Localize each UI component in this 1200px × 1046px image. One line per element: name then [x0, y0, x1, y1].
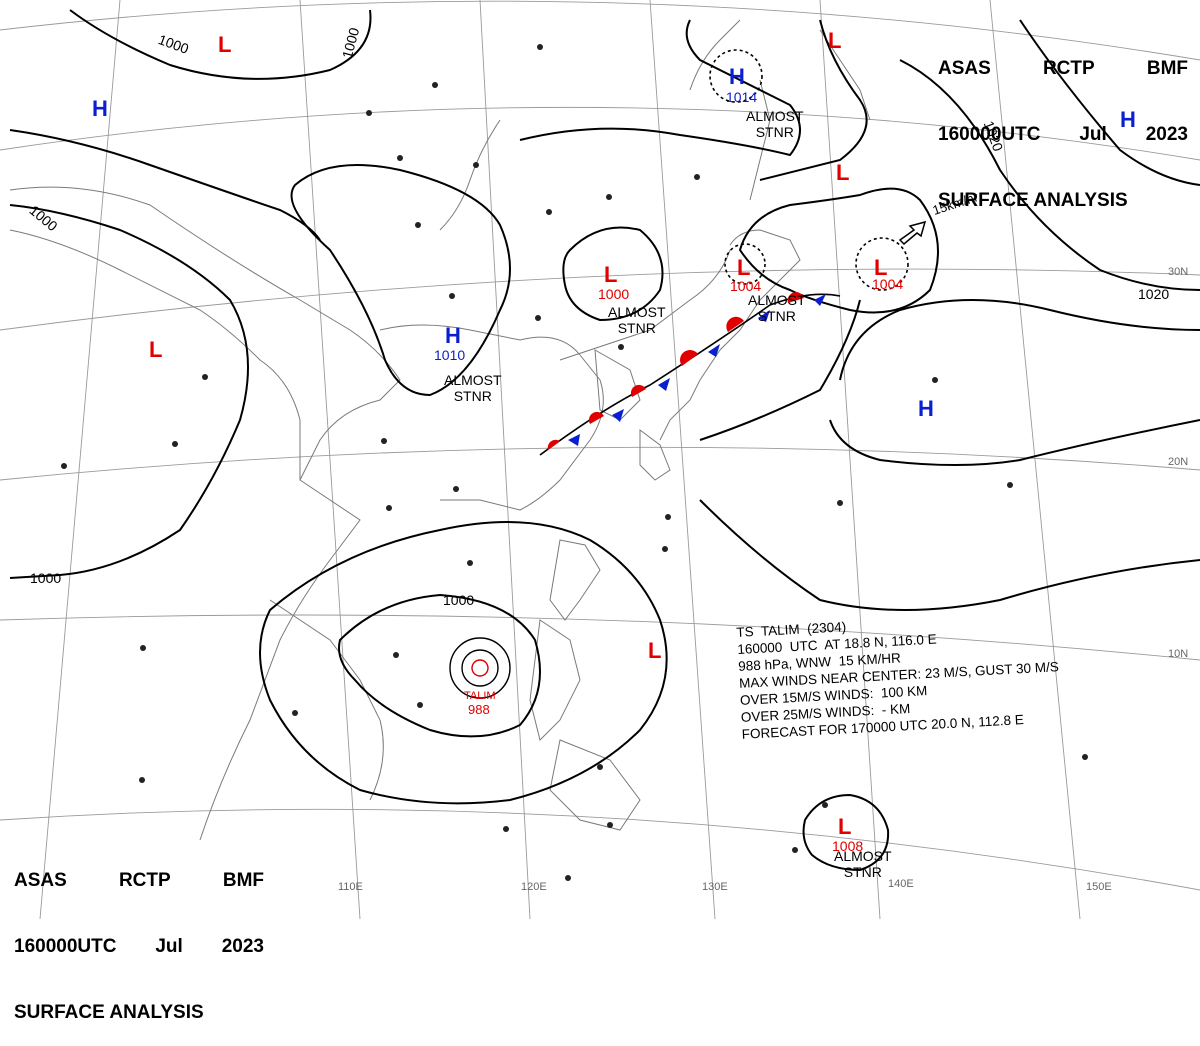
- high-pressure-marker: H: [1120, 107, 1136, 132]
- pressure-value: 1008: [832, 838, 864, 854]
- stationary-front: [539, 292, 841, 456]
- high-pressure-marker: H: [92, 96, 108, 121]
- low-pressure-marker: L: [648, 638, 662, 663]
- pressure-value: 1000: [598, 286, 630, 302]
- header-bottom-left: ASAS RCTP BMF 160000UTC Jul 2023 SURFACE ANA…: [14, 826, 264, 1046]
- high-pressure-marker: H: [729, 64, 745, 89]
- header-title: SURFACE ANALYSIS: [938, 190, 1128, 211]
- almost-stnr-label: ALMOST STNR: [834, 848, 892, 880]
- header-month: Jul: [155, 936, 183, 957]
- graticule: [0, 0, 1200, 919]
- header-time: 160000UTC: [14, 936, 117, 957]
- low-pressure-marker: L: [836, 160, 850, 185]
- typhoon-name: TALIM: [464, 690, 496, 702]
- isobar-label: 1000: [30, 570, 62, 586]
- almost-stnr-label: ALMOST STNR: [748, 292, 806, 324]
- header-year: 2023: [221, 936, 264, 957]
- header-station: ASAS: [14, 870, 67, 891]
- high-pressure-marker: H: [918, 396, 934, 421]
- low-pressure-marker: L: [874, 255, 888, 280]
- pressure-value: 1004: [872, 276, 904, 292]
- low-pressure-marker: L: [218, 32, 232, 57]
- header-source: BMF: [222, 870, 264, 891]
- header-center: RCTP: [1042, 58, 1095, 79]
- header-month: Jul: [1079, 124, 1107, 145]
- almost-stnr-label: ALMOST STNR: [444, 372, 502, 404]
- latitude-label: 30N: [1168, 266, 1189, 278]
- pressure-value: 1004: [730, 278, 762, 294]
- longitude-label: 150E: [1086, 881, 1112, 893]
- centre-circles: [709, 49, 909, 291]
- typhoon-symbol: [449, 637, 511, 699]
- pressure-value: 1010: [434, 347, 466, 363]
- movement-arrow-icon: [898, 220, 927, 246]
- isobar-label: 1020: [1138, 286, 1170, 302]
- header-title: SURFACE ANALYSIS: [14, 1002, 204, 1023]
- low-pressure-marker: L: [149, 337, 163, 362]
- latitude-label: 20N: [1168, 456, 1189, 468]
- high-pressure-marker: H: [445, 323, 461, 348]
- longitude-label: 110E: [338, 881, 363, 893]
- low-pressure-marker: L: [737, 255, 751, 280]
- header-time: 160000UTC: [938, 124, 1041, 145]
- station-plots: [61, 44, 1088, 881]
- latitude-label: 10N: [1168, 648, 1189, 660]
- header-center: RCTP: [118, 870, 171, 891]
- typhoon-pressure: 988: [468, 702, 490, 717]
- isobar-label: 1000: [443, 592, 475, 608]
- longitude-label: 140E: [888, 878, 914, 890]
- low-pressure-marker: L: [604, 262, 618, 287]
- header-year: 2023: [1145, 124, 1188, 145]
- header-source: BMF: [1146, 58, 1188, 79]
- low-pressure-marker: L: [838, 814, 852, 839]
- weather-map: [0, 0, 1200, 919]
- longitude-label: 130E: [702, 881, 728, 893]
- isobars: [9, 9, 1200, 872]
- low-pressure-marker: L: [828, 28, 842, 53]
- header-top-right: ASAS RCTP BMF 160000UTC Jul 2023 SURFACE ANA…: [938, 14, 1188, 234]
- header-station: ASAS: [938, 58, 991, 79]
- coastlines: [9, 19, 871, 841]
- longitude-label: 120E: [521, 881, 547, 893]
- typhoon-info: TS TALIM (2304) 160000 UTC AT 18.8 N, 11…: [736, 607, 1062, 743]
- almost-stnr-label: ALMOST STNR: [608, 304, 666, 336]
- almost-stnr-label: ALMOST STNR: [746, 108, 804, 140]
- pressure-value: 1014: [726, 89, 758, 105]
